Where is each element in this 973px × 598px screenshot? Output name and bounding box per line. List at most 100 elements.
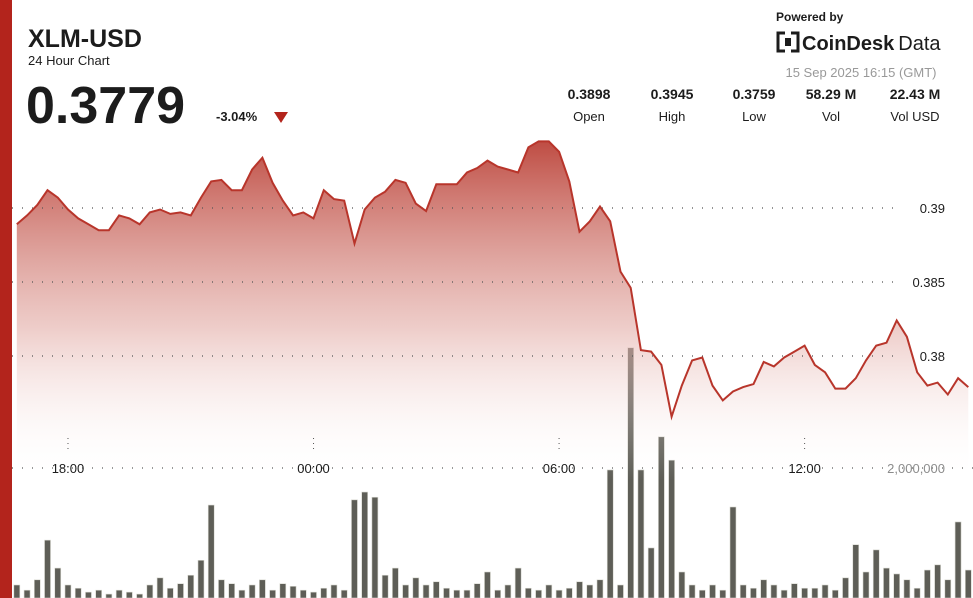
volume-bar [432,581,440,598]
stat-value: 0.3945 [651,86,694,102]
volume-bar [340,589,348,598]
stat-label: Low [742,109,766,124]
volume-bar [944,579,952,598]
volume-bar [13,584,21,598]
volume-bar [494,589,501,598]
stat-value: 22.43 M [890,86,941,102]
brand-logo [776,31,800,53]
stat-label: Vol [822,109,840,124]
volume-bar [484,571,491,598]
volume-bar [248,584,256,598]
stat-label: Vol USD [890,109,939,124]
volume-bar [852,544,860,598]
volume-bar [392,567,399,598]
volume-bar [617,584,624,598]
volume-bar [310,591,317,598]
brand-name: CoinDesk [802,33,895,55]
down-arrow [274,112,288,123]
price-line [16,140,969,421]
volume-bar [791,583,798,598]
volume-bar [545,584,553,598]
volume-bar [146,584,154,598]
stat-label: High [659,109,686,124]
stat-value: 0.3898 [568,86,611,102]
volume-bar [105,593,113,598]
stat-label: Open [573,109,605,124]
volume-bar [729,506,737,598]
volume-bar [453,589,461,598]
volume-bar [913,587,921,598]
volume-bar [760,579,767,598]
volume-bar [54,567,62,598]
volume-bar [872,549,880,598]
volume-bar [74,587,82,598]
brand-suffix: Data [898,33,941,55]
volume-bar [678,571,686,598]
volume-bar [126,591,133,598]
volume-bar [821,584,829,598]
volume-bar [299,589,307,598]
volume-bar [535,589,542,598]
volume-bar [207,504,215,598]
volume-bar [555,589,563,598]
volume-bar [719,589,727,598]
volume-bar [156,577,164,598]
volume-bar [197,559,205,598]
volume-bar [85,591,92,598]
accent-bar [0,0,12,598]
volume-bar [647,547,655,598]
y-tick-label: 0.38 [920,349,945,364]
volume-bar [402,584,409,598]
x-tick-label: 00:00 [297,461,330,476]
y-tick-label: 0.39 [920,201,945,216]
volume-bar [811,587,819,598]
volume-bar [688,584,696,598]
volume-bar [443,587,450,598]
stat-value: 58.29 M [806,86,857,102]
volume-bar [412,577,420,598]
volume-bar [924,569,931,598]
volume-bar [381,574,389,598]
volume-bar [330,584,338,598]
volume-bar [504,584,512,598]
volume-bar [780,589,788,598]
volume-bar [463,589,471,598]
volume-bar [954,521,962,598]
volume-bar [586,584,594,598]
stat-value: 0.3759 [733,86,776,102]
volume-bar [965,569,972,598]
volume-bar [473,583,481,598]
volume-bar [289,585,297,598]
volume-bar [218,579,225,598]
volume-bar [842,577,849,598]
volume-bar [269,589,276,598]
volume-bar [228,583,235,598]
volume-bar [750,587,757,598]
volume-bar [259,579,266,598]
volume-bar [596,579,604,598]
volume-bar [44,539,51,598]
volume-bar [934,564,941,598]
volume-bar [166,587,174,598]
volume-bar [23,589,31,598]
volume-bar [709,584,716,598]
subtitle: 24 Hour Chart [28,53,110,68]
volume-bar [371,496,379,598]
volume-bar [33,579,41,598]
x-tick-label: 12:00 [788,461,821,476]
plot-area: 2,000,0000.390.3850.3818:0000:0006:0012:… [12,140,973,598]
y-tick-label: 0.385 [912,275,945,290]
x-tick-label: 06:00 [543,461,576,476]
volume-bar [64,584,72,598]
volume-bar [320,587,328,598]
x-tick-label: 18:00 [52,461,85,476]
volume-bar [95,589,102,598]
brand: CoinDesk Data [802,33,941,55]
stats: 0.3898 Open 0.3945 High 0.3759 Low 58.29 M Vol 2… [568,86,941,124]
volume-bar [903,579,911,598]
volume-bar [862,571,870,598]
title: XLM-USD [28,25,142,53]
volume-bar [361,491,368,598]
